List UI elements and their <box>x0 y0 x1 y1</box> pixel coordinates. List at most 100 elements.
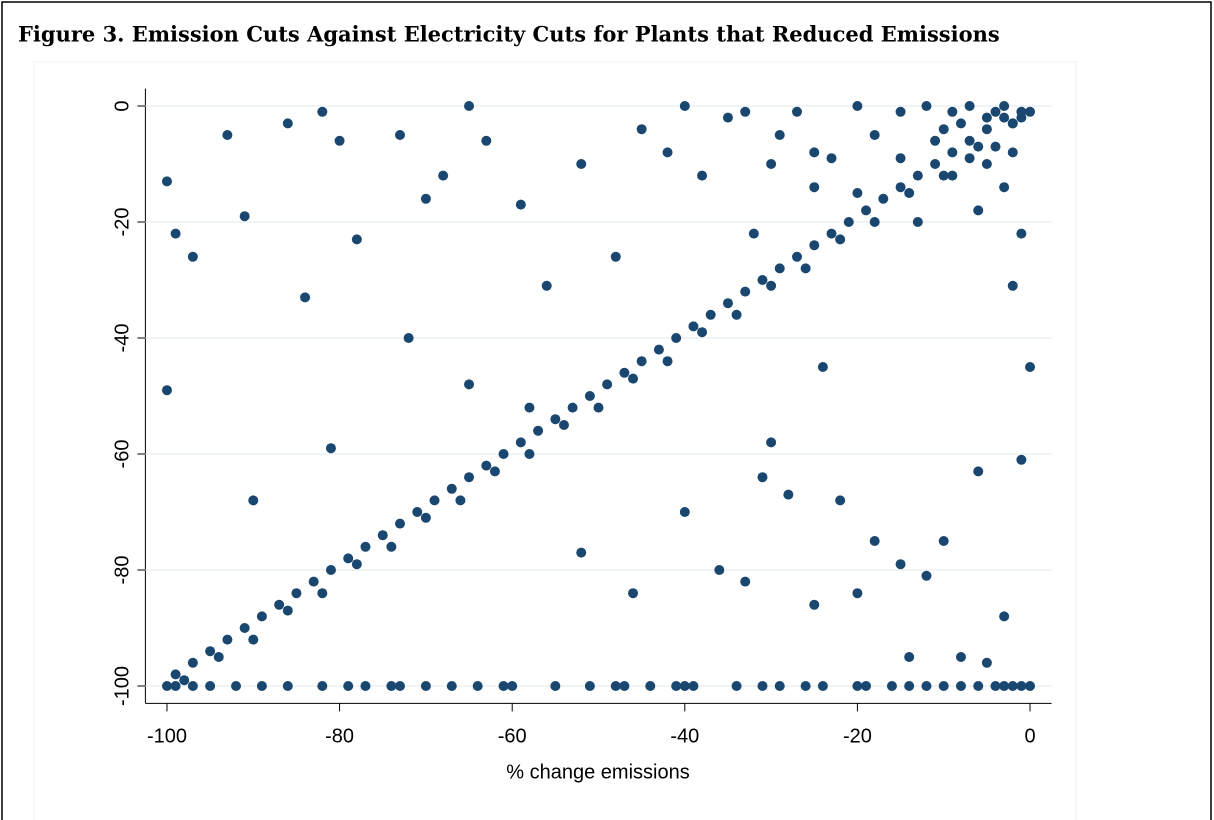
point <box>187 681 198 691</box>
y-tick-label: -40 <box>112 324 134 353</box>
point <box>576 547 587 558</box>
x-tick-label: -60 <box>498 726 527 748</box>
point <box>429 495 440 506</box>
point <box>351 559 362 570</box>
point <box>964 135 975 146</box>
point <box>360 681 371 691</box>
point <box>584 681 595 691</box>
point <box>1016 681 1027 691</box>
point <box>800 263 811 274</box>
point <box>1016 454 1027 465</box>
y-tick-label: -100 <box>112 666 134 706</box>
point <box>179 675 190 686</box>
point <box>679 681 690 691</box>
point <box>507 681 518 691</box>
point <box>446 681 457 691</box>
point <box>628 373 639 384</box>
point <box>610 681 621 691</box>
point <box>981 124 992 135</box>
point <box>317 106 328 117</box>
point <box>722 298 733 309</box>
point <box>343 681 354 691</box>
point <box>964 153 975 164</box>
point <box>792 251 803 262</box>
point <box>481 135 492 146</box>
point <box>731 681 742 691</box>
point <box>533 425 544 436</box>
point <box>317 588 328 599</box>
point <box>351 234 362 245</box>
point <box>274 599 285 610</box>
point <box>377 530 388 541</box>
point <box>222 130 233 140</box>
point <box>688 681 699 691</box>
point <box>222 634 233 645</box>
point <box>161 385 172 396</box>
point <box>783 489 794 500</box>
point <box>420 681 431 691</box>
point <box>826 153 837 164</box>
point <box>766 437 777 448</box>
point <box>835 495 846 506</box>
point <box>394 130 405 140</box>
point <box>628 588 639 599</box>
point <box>1025 681 1036 691</box>
point <box>990 141 1001 152</box>
point <box>878 193 889 204</box>
point <box>1007 280 1018 291</box>
point <box>973 681 984 691</box>
point <box>938 536 949 546</box>
point <box>766 159 777 169</box>
point <box>731 309 742 320</box>
point <box>981 112 992 123</box>
point <box>205 681 216 691</box>
point <box>930 159 941 169</box>
point <box>861 205 872 216</box>
point <box>636 356 647 367</box>
point <box>852 588 863 599</box>
point <box>990 681 1001 691</box>
point <box>1007 147 1018 158</box>
point <box>550 414 561 425</box>
point <box>498 681 509 691</box>
point <box>662 147 673 158</box>
point <box>558 420 569 430</box>
point <box>679 507 690 517</box>
point <box>714 565 725 575</box>
point <box>205 646 216 657</box>
point <box>912 217 923 227</box>
point <box>973 141 984 152</box>
point <box>904 188 915 198</box>
point <box>740 576 751 587</box>
point <box>515 199 526 210</box>
point <box>282 605 293 616</box>
point <box>757 472 768 483</box>
point <box>619 681 630 691</box>
plot-frame <box>33 61 1077 820</box>
point <box>386 681 397 691</box>
point <box>187 251 198 262</box>
point <box>317 681 328 691</box>
point <box>938 124 949 135</box>
y-tick-label: 0 <box>112 100 134 111</box>
point <box>325 443 336 454</box>
point <box>688 321 699 332</box>
point <box>947 147 958 158</box>
point <box>947 170 958 181</box>
point <box>938 170 949 181</box>
point <box>671 333 682 343</box>
point <box>170 669 181 680</box>
point <box>498 449 509 459</box>
point <box>809 182 820 193</box>
point <box>360 541 371 552</box>
point <box>792 106 803 117</box>
point <box>852 188 863 198</box>
point <box>481 460 492 471</box>
point <box>412 507 423 517</box>
point <box>550 681 561 691</box>
point <box>213 652 224 662</box>
point <box>809 599 820 610</box>
point <box>325 565 336 575</box>
